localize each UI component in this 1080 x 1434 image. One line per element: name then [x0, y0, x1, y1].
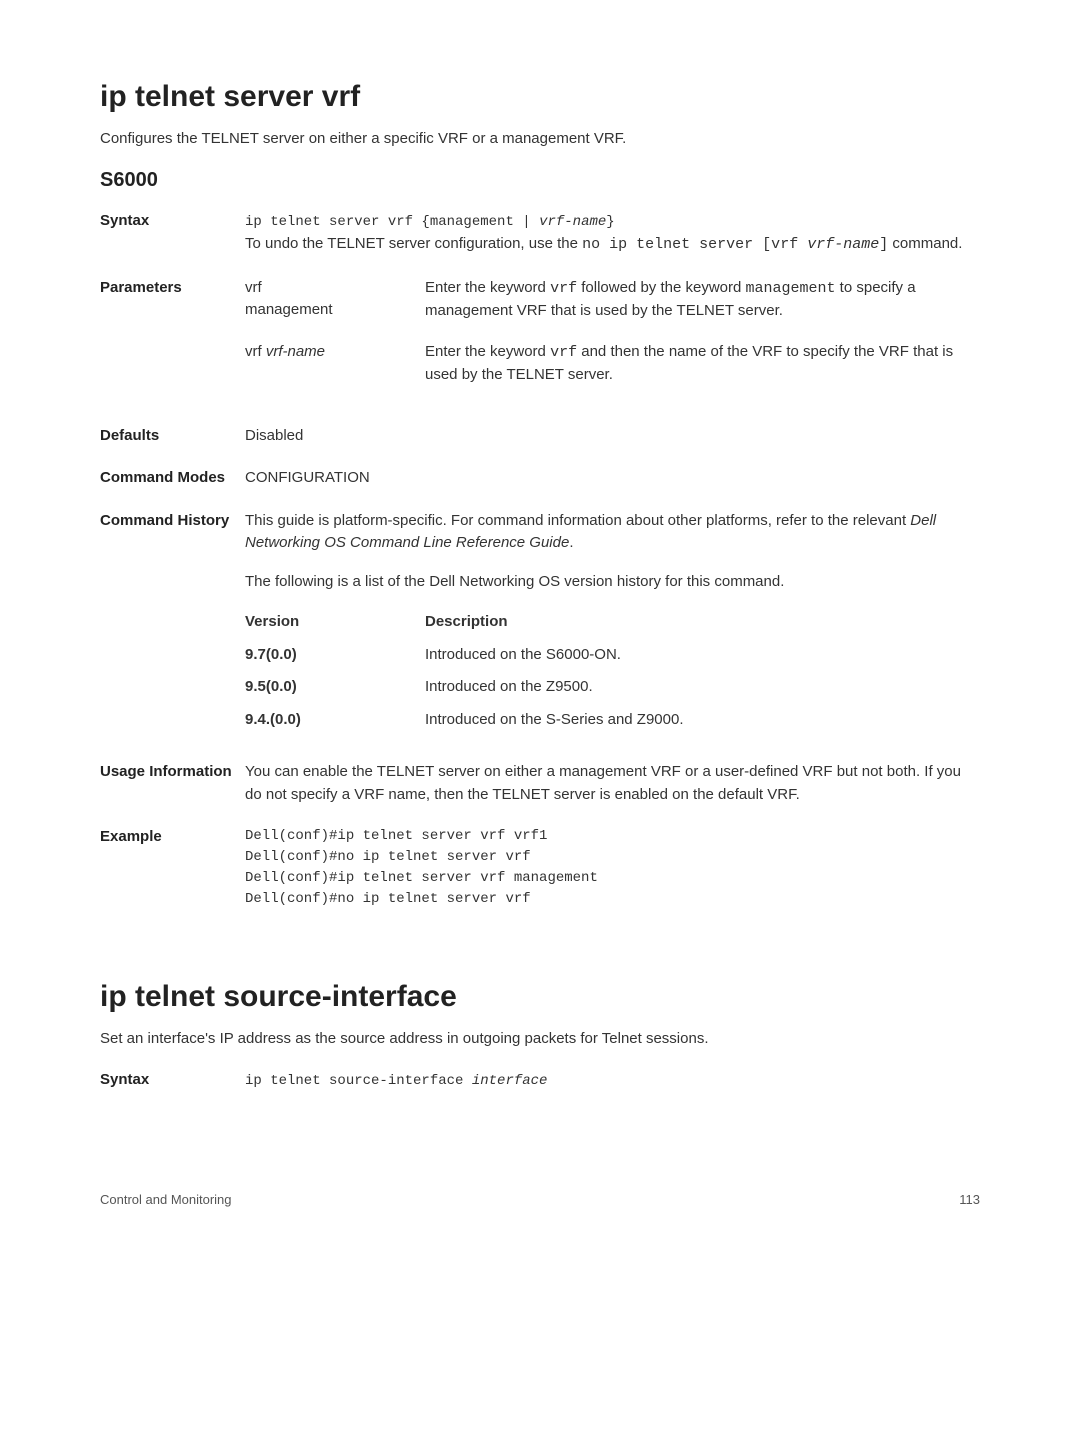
history-para1-post: .	[569, 534, 573, 551]
param-key: vrf management	[245, 277, 425, 323]
syntax-label: Syntax	[100, 1069, 245, 1092]
parameters-content: vrf management Enter the keyword vrf fol…	[245, 277, 980, 405]
param-val-code1: vrf	[550, 344, 577, 361]
section-intro: Set an interface's IP address as the sou…	[100, 1030, 980, 1047]
syntax-content: ip telnet source-interface interface	[245, 1069, 980, 1092]
syntax-row: Syntax ip telnet server vrf {management …	[100, 210, 980, 257]
syntax-undo-var: vrf-name	[807, 236, 879, 253]
example-code: Dell(conf)#ip telnet server vrf vrf1 Del…	[245, 826, 980, 910]
section-title: ip telnet source-interface	[100, 980, 980, 1014]
param-key-pre: vrf	[245, 279, 262, 296]
version-row: 9.5(0.0) Introduced on the Z9500.	[245, 676, 980, 699]
param-val: Enter the keyword vrf and then the name …	[425, 341, 980, 387]
syntax-cmd-prefix: ip telnet source-interface	[245, 1073, 472, 1089]
param-val: Enter the keyword vrf followed by the ke…	[425, 277, 980, 323]
example-label: Example	[100, 826, 245, 910]
version-row: 9.7(0.0) Introduced on the S6000-ON.	[245, 644, 980, 667]
version-desc: Introduced on the Z9500.	[425, 676, 980, 699]
param-val-pre: Enter the keyword	[425, 343, 550, 360]
defaults-value: Disabled	[245, 425, 980, 448]
syntax-cmd-var: vrf-name	[539, 214, 606, 230]
parameters-label: Parameters	[100, 277, 245, 405]
usage-label: Usage Information	[100, 761, 245, 806]
param-key-post: management	[245, 301, 333, 318]
modes-label: Command Modes	[100, 467, 245, 490]
version-key: 9.7(0.0)	[245, 644, 425, 667]
version-key: 9.5(0.0)	[245, 676, 425, 699]
page-footer: Control and Monitoring 113	[0, 1152, 1080, 1237]
version-row: 9.4.(0.0) Introduced on the S-Series and…	[245, 709, 980, 732]
parameters-row: Parameters vrf management Enter the keyw…	[100, 277, 980, 405]
param-val-code2: management	[746, 280, 836, 297]
defaults-label: Defaults	[100, 425, 245, 448]
param-key-pre: vrf	[245, 343, 266, 360]
param-val-mid: followed by the keyword	[577, 279, 745, 296]
version-key: 9.4.(0.0)	[245, 709, 425, 732]
param-row: vrf vrf-name Enter the keyword vrf and t…	[245, 341, 980, 387]
syntax-row: Syntax ip telnet source-interface interf…	[100, 1069, 980, 1092]
syntax-content: ip telnet server vrf {management | vrf-n…	[245, 210, 980, 257]
history-label: Command History	[100, 510, 245, 742]
version-desc: Introduced on the S6000-ON.	[425, 644, 980, 667]
modes-value: CONFIGURATION	[245, 467, 980, 490]
param-val-code1: vrf	[550, 280, 577, 297]
history-para1: This guide is platform-specific. For com…	[245, 510, 980, 555]
syntax-cmd-suffix: }	[606, 214, 614, 230]
usage-text: You can enable the TELNET server on eith…	[245, 761, 980, 806]
version-header-row: Version Description	[245, 611, 980, 634]
syntax-label: Syntax	[100, 210, 245, 257]
param-key: vrf vrf-name	[245, 341, 425, 387]
footer-left: Control and Monitoring	[100, 1192, 232, 1207]
syntax-undo-cmd1: no ip telnet server [vrf	[582, 236, 807, 253]
example-content: Dell(conf)#ip telnet server vrf vrf1 Del…	[245, 826, 980, 910]
version-desc: Introduced on the S-Series and Z9000.	[425, 709, 980, 732]
defaults-row: Defaults Disabled	[100, 425, 980, 448]
syntax-code: ip telnet source-interface interface	[245, 1073, 547, 1089]
modes-row: Command Modes CONFIGURATION	[100, 467, 980, 490]
section-intro: Configures the TELNET server on either a…	[100, 130, 980, 147]
syntax-undo: To undo the TELNET server configuration,…	[245, 235, 962, 252]
history-row: Command History This guide is platform-s…	[100, 510, 980, 742]
param-key-ital: vrf-name	[266, 343, 325, 360]
syntax-cmd-var: interface	[472, 1073, 548, 1089]
footer-right: 113	[959, 1192, 980, 1207]
section-subhead: S6000	[100, 169, 980, 192]
syntax-code: ip telnet server vrf {management | vrf-n…	[245, 214, 615, 230]
description-header: Description	[425, 611, 980, 634]
syntax-undo-pre: To undo the TELNET server configuration,…	[245, 235, 582, 252]
usage-row: Usage Information You can enable the TEL…	[100, 761, 980, 806]
param-val-pre: Enter the keyword	[425, 279, 550, 296]
history-para1-pre: This guide is platform-specific. For com…	[245, 512, 910, 529]
param-row: vrf management Enter the keyword vrf fol…	[245, 277, 980, 323]
version-header: Version	[245, 611, 425, 634]
example-row: Example Dell(conf)#ip telnet server vrf …	[100, 826, 980, 910]
section-title: ip telnet server vrf	[100, 80, 980, 114]
syntax-undo-cmd2: ]	[879, 236, 888, 253]
history-content: This guide is platform-specific. For com…	[245, 510, 980, 742]
syntax-undo-post: command.	[888, 235, 962, 252]
history-para2: The following is a list of the Dell Netw…	[245, 571, 980, 594]
syntax-cmd-prefix: ip telnet server vrf {management |	[245, 214, 539, 230]
